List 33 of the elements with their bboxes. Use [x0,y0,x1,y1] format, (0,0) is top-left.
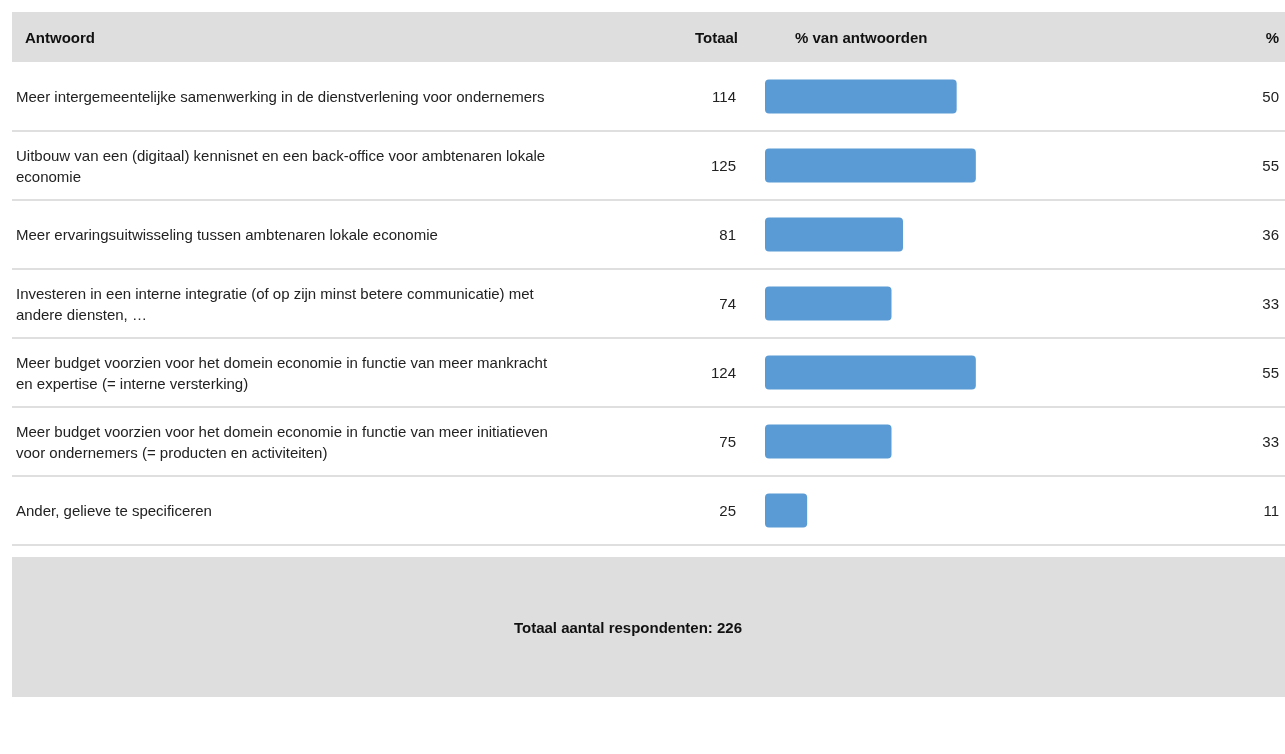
text: 114 [712,88,736,105]
data-label: 36 [1262,226,1279,243]
data-label: 33 [1262,433,1279,450]
data-label: 55 [1262,364,1279,381]
text: 81 [719,226,736,243]
text: 124 [710,364,736,381]
y-tick-label: Uitbouw van een (digitaal) kennisnet en een back-office voor ambtenaren lokale economie [16,146,550,185]
bar [765,79,957,114]
data-label: 55 [1262,157,1279,174]
bar [765,493,808,528]
text: Totaal [694,28,738,46]
data-label: 50 [1262,88,1279,105]
bar [765,355,976,390]
text: % [1265,28,1279,46]
y-tick-label: Meer budget voorzien voor het domein economie in functie van meer initiatieven voor ondernemers (= producten en activiteiten) [16,422,553,461]
text: 25 [719,502,736,519]
text: Totaal aantal respondenten: 226 [513,618,743,636]
bar [765,286,892,321]
y-tick-label: Investeren in een interne integratie (of op zijn minst betere communicatie) met andere diensten, … [16,284,538,323]
data-label: 33 [1262,295,1279,312]
bar [765,217,903,252]
y-tick-label: Ander, gelieve te specificeren [16,502,212,519]
y-tick-label: Meer budget voorzien voor het domein economie in functie van meer mankracht en expertise (= interne versterking) [16,353,552,392]
text: 74 [719,295,736,312]
x-axis-title: % van antwoorden [795,28,928,46]
y-tick-label: Meer ervaringsuitwisseling tussen ambtenaren lokale economie [16,226,438,243]
text: 125 [710,157,736,174]
data-label: 11 [1263,502,1279,519]
y-tick-label: Meer intergemeentelijke samenwerking in de dienstverlening voor ondernemers [16,88,545,105]
bar [765,148,976,183]
y-axis-title: Antwoord [25,28,95,46]
text: 75 [719,433,736,450]
bar [765,424,892,459]
